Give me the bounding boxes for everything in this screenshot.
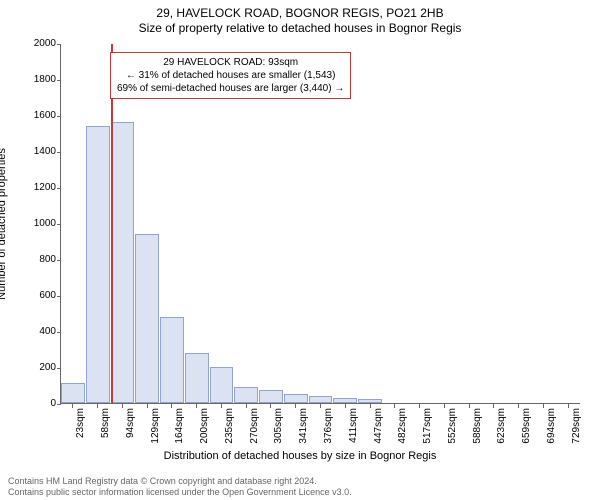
x-tick-label: 164sqm bbox=[174, 408, 185, 444]
x-tick-mark bbox=[370, 404, 371, 408]
x-tick-mark bbox=[493, 404, 494, 408]
y-tick-mark bbox=[57, 80, 61, 81]
x-tick-label: 517sqm bbox=[422, 408, 433, 444]
y-tick-label: 1600 bbox=[26, 111, 56, 121]
histogram-bar bbox=[333, 398, 357, 403]
y-tick-label: 800 bbox=[26, 255, 56, 265]
y-tick-label: 400 bbox=[26, 327, 56, 337]
x-tick-label: 447sqm bbox=[373, 408, 384, 444]
title-sub: Size of property relative to detached ho… bbox=[0, 20, 600, 35]
x-tick-label: 341sqm bbox=[298, 408, 309, 444]
x-tick-mark bbox=[518, 404, 519, 408]
title-main: 29, HAVELOCK ROAD, BOGNOR REGIS, PO21 2H… bbox=[0, 0, 600, 20]
x-tick-mark bbox=[444, 404, 445, 408]
annotation-line1: 29 HAVELOCK ROAD: 93sqm bbox=[117, 56, 344, 69]
y-tick-label: 2000 bbox=[26, 39, 56, 49]
footer-line1: Contains HM Land Registry data © Crown c… bbox=[8, 476, 352, 487]
y-tick-label: 1800 bbox=[26, 75, 56, 85]
x-tick-label: 623sqm bbox=[496, 408, 507, 444]
x-tick-mark bbox=[72, 404, 73, 408]
x-tick-label: 305sqm bbox=[273, 408, 284, 444]
x-tick-mark bbox=[295, 404, 296, 408]
x-tick-label: 411sqm bbox=[348, 408, 359, 443]
histogram-bar bbox=[160, 317, 184, 403]
x-tick-mark bbox=[171, 404, 172, 408]
histogram-bar bbox=[284, 394, 308, 403]
histogram-bar bbox=[234, 387, 258, 403]
x-tick-label: 694sqm bbox=[546, 408, 557, 444]
y-tick-label: 600 bbox=[26, 291, 56, 301]
histogram-bar bbox=[210, 367, 234, 403]
x-tick-label: 376sqm bbox=[323, 408, 334, 444]
x-tick-mark bbox=[419, 404, 420, 408]
x-tick-mark bbox=[568, 404, 569, 408]
chart-area: 29 HAVELOCK ROAD: 93sqm ← 31% of detache… bbox=[60, 44, 580, 404]
x-tick-label: 200sqm bbox=[199, 408, 210, 444]
annotation-box: 29 HAVELOCK ROAD: 93sqm ← 31% of detache… bbox=[110, 52, 351, 99]
y-tick-label: 0 bbox=[26, 399, 56, 409]
annotation-line3: 69% of semi-detached houses are larger (… bbox=[117, 82, 344, 95]
y-tick-label: 1000 bbox=[26, 219, 56, 229]
x-tick-mark bbox=[543, 404, 544, 408]
x-tick-label: 659sqm bbox=[521, 408, 532, 444]
histogram-bar bbox=[86, 126, 110, 403]
y-tick-mark bbox=[57, 260, 61, 261]
y-axis-label: Number of detached properties bbox=[0, 148, 8, 300]
x-tick-mark bbox=[147, 404, 148, 408]
y-tick-mark bbox=[57, 44, 61, 45]
y-tick-mark bbox=[57, 152, 61, 153]
x-tick-label: 129sqm bbox=[150, 408, 161, 444]
x-tick-mark bbox=[469, 404, 470, 408]
x-tick-mark bbox=[196, 404, 197, 408]
footer-line2: Contains public sector information licen… bbox=[8, 487, 352, 498]
histogram-bar bbox=[358, 399, 382, 404]
y-tick-label: 200 bbox=[26, 363, 56, 373]
x-tick-label: 552sqm bbox=[447, 408, 458, 444]
x-tick-label: 482sqm bbox=[397, 408, 408, 444]
annotation-line2: ← 31% of detached houses are smaller (1,… bbox=[117, 69, 344, 82]
histogram-bar bbox=[259, 390, 283, 403]
histogram-bar bbox=[135, 234, 159, 403]
y-tick-mark bbox=[57, 296, 61, 297]
x-tick-label: 588sqm bbox=[472, 408, 483, 444]
x-tick-mark bbox=[246, 404, 247, 408]
footer-attribution: Contains HM Land Registry data © Crown c… bbox=[8, 476, 352, 498]
histogram-bar bbox=[61, 383, 85, 403]
x-tick-label: 94sqm bbox=[125, 408, 136, 438]
y-tick-label: 1200 bbox=[26, 183, 56, 193]
x-tick-mark bbox=[320, 404, 321, 408]
x-tick-mark bbox=[221, 404, 222, 408]
y-tick-mark bbox=[57, 368, 61, 369]
histogram-bar bbox=[309, 396, 333, 403]
x-tick-label: 23sqm bbox=[75, 408, 86, 438]
x-tick-mark bbox=[97, 404, 98, 408]
y-tick-mark bbox=[57, 404, 61, 405]
x-tick-mark bbox=[270, 404, 271, 408]
x-tick-mark bbox=[394, 404, 395, 408]
x-tick-label: 235sqm bbox=[224, 408, 235, 444]
y-tick-mark bbox=[57, 188, 61, 189]
x-tick-mark bbox=[345, 404, 346, 408]
histogram-bar bbox=[185, 353, 209, 403]
x-tick-label: 58sqm bbox=[100, 408, 111, 438]
x-axis-label: Distribution of detached houses by size … bbox=[0, 450, 600, 462]
x-tick-label: 729sqm bbox=[571, 408, 582, 444]
y-tick-mark bbox=[57, 332, 61, 333]
x-tick-mark bbox=[122, 404, 123, 408]
y-tick-mark bbox=[57, 116, 61, 117]
x-tick-label: 270sqm bbox=[249, 408, 260, 444]
y-tick-label: 1400 bbox=[26, 147, 56, 157]
y-tick-mark bbox=[57, 224, 61, 225]
histogram-bar bbox=[111, 122, 135, 403]
chart-container: 29, HAVELOCK ROAD, BOGNOR REGIS, PO21 2H… bbox=[0, 0, 600, 500]
